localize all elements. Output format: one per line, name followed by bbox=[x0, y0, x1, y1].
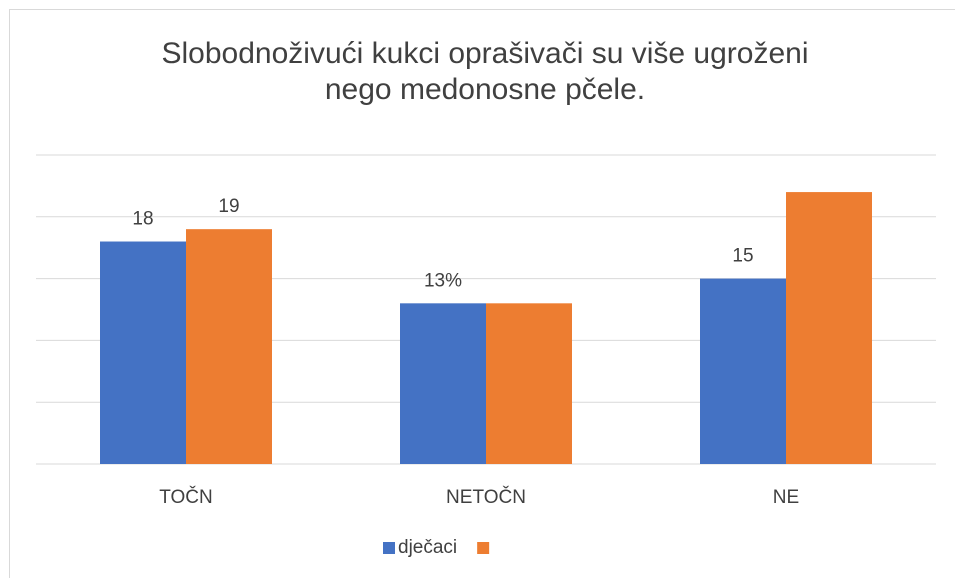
bar bbox=[100, 241, 186, 464]
data-label: 13% bbox=[424, 270, 462, 291]
data-label: 15 bbox=[732, 246, 753, 267]
chart-title: Slobodnoživući kukci oprašivači su više … bbox=[161, 37, 809, 106]
x-tick-label: NETOČN bbox=[446, 486, 526, 508]
data-label: 18 bbox=[132, 209, 153, 230]
bar bbox=[786, 192, 872, 464]
legend-swatch bbox=[477, 542, 490, 554]
bar bbox=[700, 278, 786, 464]
x-tick-label: NE bbox=[773, 487, 799, 508]
chart-frame bbox=[9, 9, 955, 578]
bar bbox=[486, 303, 572, 464]
bar bbox=[400, 303, 486, 464]
data-label: 19 bbox=[218, 196, 239, 217]
x-tick-label: TOČN bbox=[159, 486, 212, 508]
legend-swatch bbox=[383, 542, 395, 554]
bar bbox=[186, 229, 272, 464]
legend-label: dječaci bbox=[398, 537, 457, 558]
